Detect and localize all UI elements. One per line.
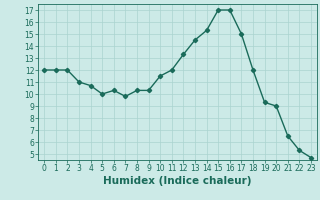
X-axis label: Humidex (Indice chaleur): Humidex (Indice chaleur) <box>103 176 252 186</box>
